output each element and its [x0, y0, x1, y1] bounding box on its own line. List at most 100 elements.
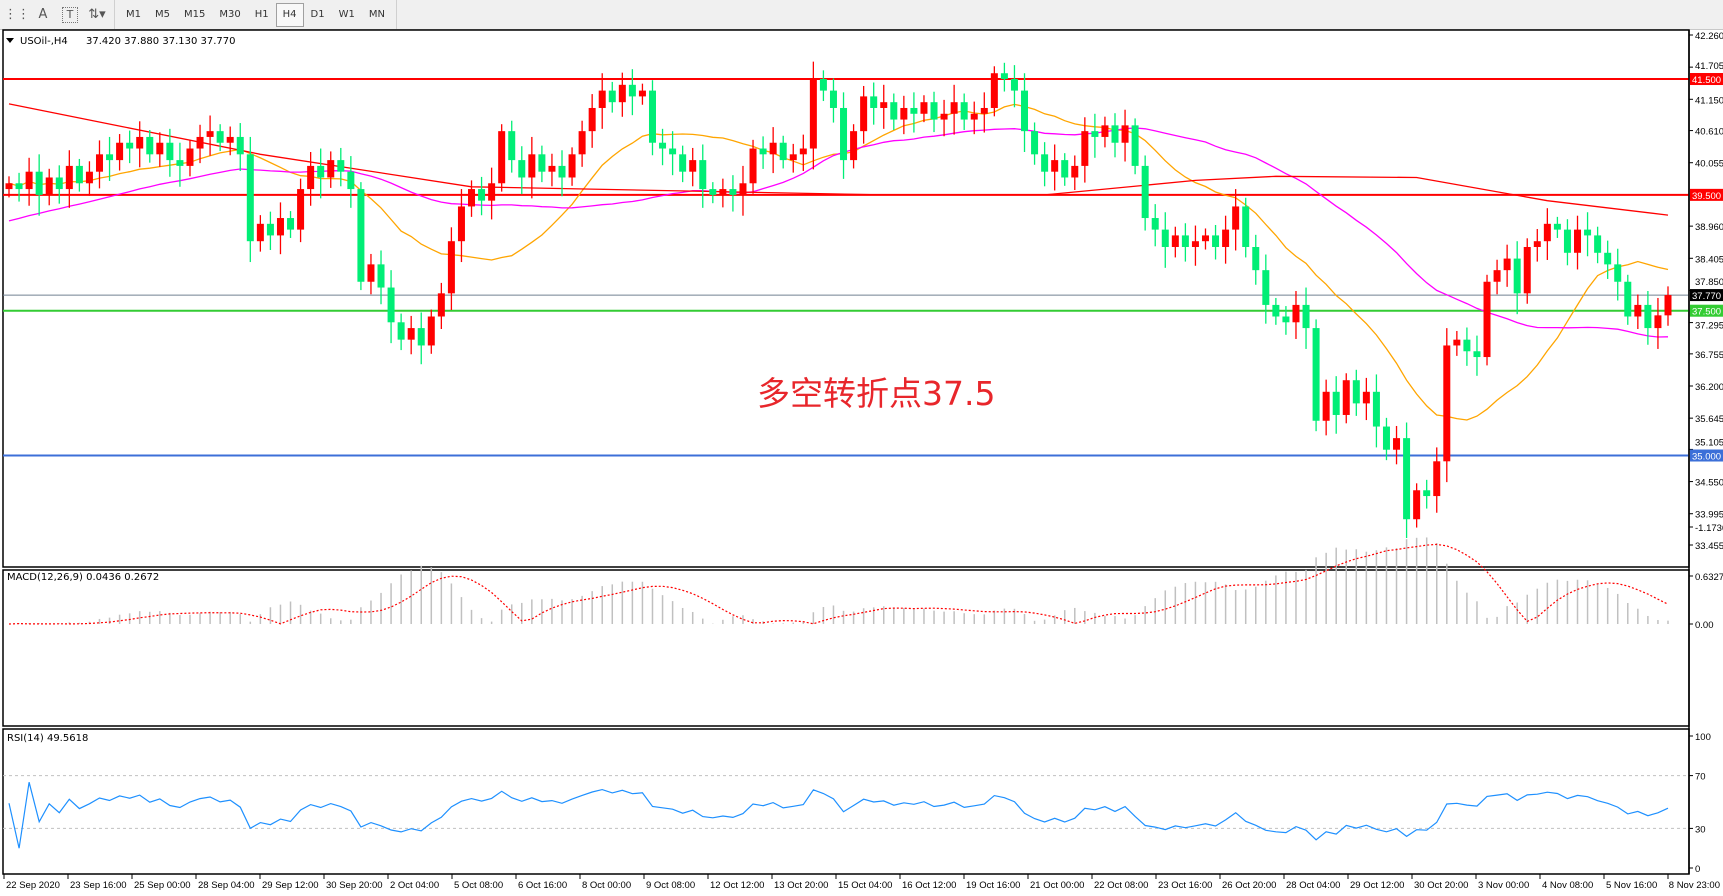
price-level-badge [1690, 73, 1723, 86]
timeframe-w1[interactable]: W1 [338, 8, 355, 20]
candle-body [1453, 339, 1461, 346]
candle [276, 202, 284, 255]
candle [186, 139, 194, 177]
candle-body [106, 154, 114, 161]
text-label-icon[interactable]: T [62, 6, 78, 23]
candle [588, 94, 596, 148]
line-studies-icon[interactable]: ⋮⋮ [4, 7, 30, 22]
timeframe-bar: M1 M5 M15 M30 H1 H4 D1 W1 MN [115, 0, 397, 29]
candle-body [1352, 380, 1360, 404]
timeframe-m1[interactable]: M1 [126, 8, 141, 20]
candle-body [829, 90, 837, 108]
candle-body [1403, 438, 1411, 520]
candle [1081, 117, 1089, 183]
candle-body [1382, 426, 1390, 450]
time-tick-label: 22 Oct 08:00 [1094, 880, 1148, 891]
price-tick-label: 38.405 [1695, 254, 1723, 265]
candle [1322, 379, 1330, 436]
time-tick-label: 28 Sep 04:00 [198, 880, 255, 891]
candle-body [437, 293, 445, 317]
candle [256, 215, 264, 252]
candle-body [1000, 73, 1008, 80]
price-tick-label: 36.200 [1695, 382, 1723, 393]
candle-body [1634, 304, 1642, 317]
candle [1131, 118, 1139, 175]
candle [35, 154, 43, 216]
timeframe-mn[interactable]: MN [368, 8, 385, 20]
ma-mid-line [8, 127, 1669, 338]
candle-body [196, 136, 204, 149]
candle [387, 270, 395, 344]
candle-body [578, 131, 586, 155]
candle [548, 153, 556, 187]
price-tick-label: 37.850 [1695, 277, 1723, 288]
candle [1403, 422, 1411, 538]
candle-body [1332, 391, 1340, 415]
candle-body [819, 79, 827, 91]
arrows-icon[interactable]: ⇅▾ [88, 7, 106, 22]
candle [1543, 208, 1551, 260]
timeframe-h1[interactable]: H1 [254, 8, 269, 20]
candle-body [256, 223, 264, 242]
price-level-badge-label: 37.770 [1692, 291, 1721, 302]
candle-body [276, 218, 284, 236]
candle-body [1181, 235, 1189, 247]
ma-slow-line [8, 103, 1669, 216]
candle [5, 176, 13, 198]
candle-body [1533, 241, 1541, 247]
candle-body [538, 154, 546, 172]
candle [1101, 116, 1109, 148]
candle [317, 148, 325, 199]
rsi-tick-label: 70 [1695, 772, 1706, 783]
candle [940, 99, 948, 137]
candle [1574, 215, 1582, 270]
candle [1584, 212, 1592, 257]
candle [1272, 297, 1280, 325]
candle [357, 182, 365, 291]
candle-body [1041, 154, 1049, 172]
candle-body [960, 102, 968, 120]
candle-body [679, 154, 687, 172]
candle [920, 95, 928, 123]
candle-body [1614, 264, 1622, 282]
candle [749, 139, 757, 194]
time-tick-label: 22 Sep 2020 [6, 880, 60, 891]
text-icon[interactable]: A [30, 4, 56, 26]
price-tick-label: 33.995 [1695, 510, 1723, 521]
candle-body [930, 102, 938, 120]
candle [15, 172, 23, 202]
timeframe-m5[interactable]: M5 [155, 8, 170, 20]
price-tick-label: 40.610 [1695, 127, 1723, 138]
price-tick-label: 37.295 [1695, 321, 1723, 332]
candle-body [287, 218, 295, 230]
dropdown-triangle-icon[interactable] [6, 38, 14, 43]
candle [377, 250, 385, 305]
candle-body [337, 160, 345, 172]
timeframe-h4[interactable]: H4 [275, 2, 304, 27]
price-tick-label: 41.150 [1695, 95, 1723, 106]
price-level-badge-label: 37.500 [1692, 307, 1721, 318]
candle-body [1312, 328, 1320, 421]
macd-tick-label: 0.6327 [1695, 572, 1723, 583]
timeframe-m15[interactable]: M15 [184, 8, 206, 20]
candle [1010, 65, 1018, 108]
candle [769, 127, 777, 174]
candle [1151, 204, 1159, 247]
candle-body [618, 84, 626, 103]
candle [1091, 113, 1099, 158]
macd-signal-line [8, 543, 1669, 625]
candle [1071, 155, 1079, 190]
candle [1664, 286, 1672, 326]
rsi-tick-label: 0 [1695, 864, 1700, 875]
timeframe-m30[interactable]: M30 [219, 8, 241, 20]
candle [287, 211, 295, 238]
timeframe-d1[interactable]: D1 [310, 8, 325, 20]
rsi-header: RSI(14) 49.5618 [7, 733, 88, 744]
candle [1483, 274, 1491, 366]
candle [789, 143, 797, 173]
candle-body [478, 189, 486, 201]
time-tick-label: 16 Oct 12:00 [902, 880, 956, 891]
candle-body [1121, 125, 1129, 143]
candle-body [176, 160, 184, 166]
